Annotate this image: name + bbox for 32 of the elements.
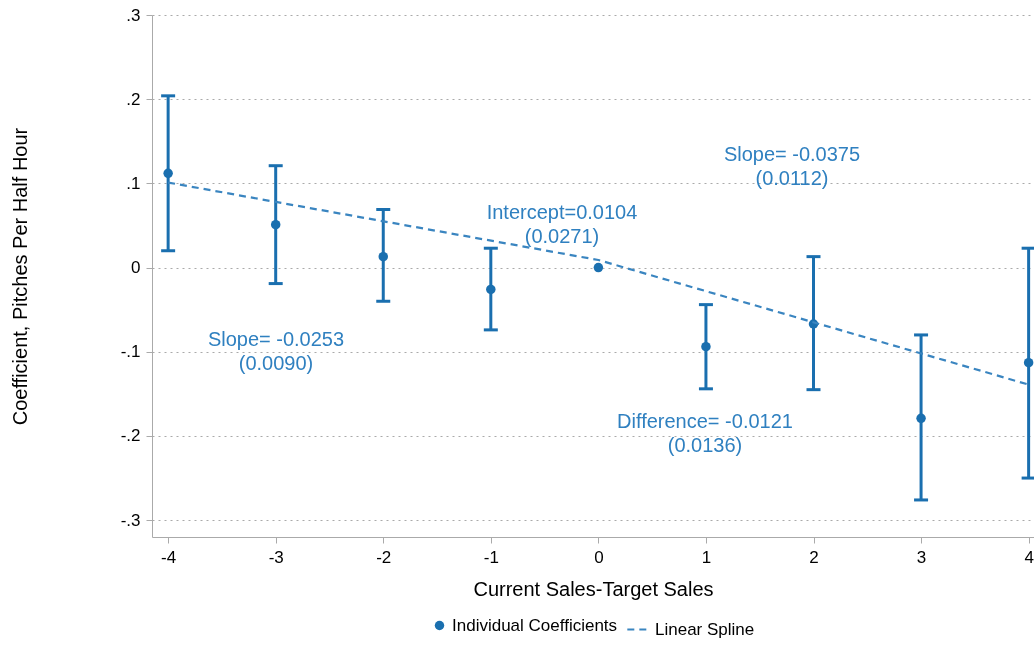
x-tick-label: -2 <box>376 547 392 567</box>
x-tick-label: 4 <box>1024 547 1034 567</box>
y-tick-label: 0 <box>131 258 141 278</box>
point <box>486 284 496 295</box>
x-tick-label: -3 <box>268 547 284 567</box>
x-tick-label: 1 <box>701 547 712 567</box>
point <box>701 341 711 352</box>
y-axis-title: Coefficient, Pitches Per Half Hour <box>8 127 31 426</box>
y-tick-label: -.3 <box>120 510 141 530</box>
annotation: Difference= -0.0121 (0.0136) <box>617 410 793 456</box>
point <box>593 262 604 273</box>
x-tick-label: 0 <box>594 547 604 567</box>
x-tick-label: -4 <box>161 547 177 567</box>
legend-label: Linear Spline <box>655 619 755 639</box>
y-tick-label: .2 <box>126 89 141 109</box>
y-tick-label: -.1 <box>120 342 141 362</box>
annotation: Slope= -0.0253 (0.0090) <box>207 328 345 374</box>
x-tick-label: 2 <box>809 547 819 567</box>
y-tick-label: .1 <box>126 173 141 193</box>
legend-label: Individual Coefficients <box>452 615 618 635</box>
annotation: Slope= -0.0375 (0.0112) <box>723 143 861 189</box>
x-axis-title: Current Sales-Target Sales <box>473 577 714 600</box>
point <box>270 219 281 230</box>
annotation: Intercept=0.0104 (0.0271) <box>486 201 638 247</box>
point <box>163 168 173 179</box>
point <box>916 413 926 424</box>
y-tick-label: -.2 <box>120 426 141 446</box>
x-tick-label: 3 <box>916 547 927 567</box>
point <box>378 251 388 262</box>
point <box>1023 357 1034 368</box>
y-tick-label: .3 <box>126 5 141 25</box>
x-tick-label: -1 <box>483 547 499 567</box>
